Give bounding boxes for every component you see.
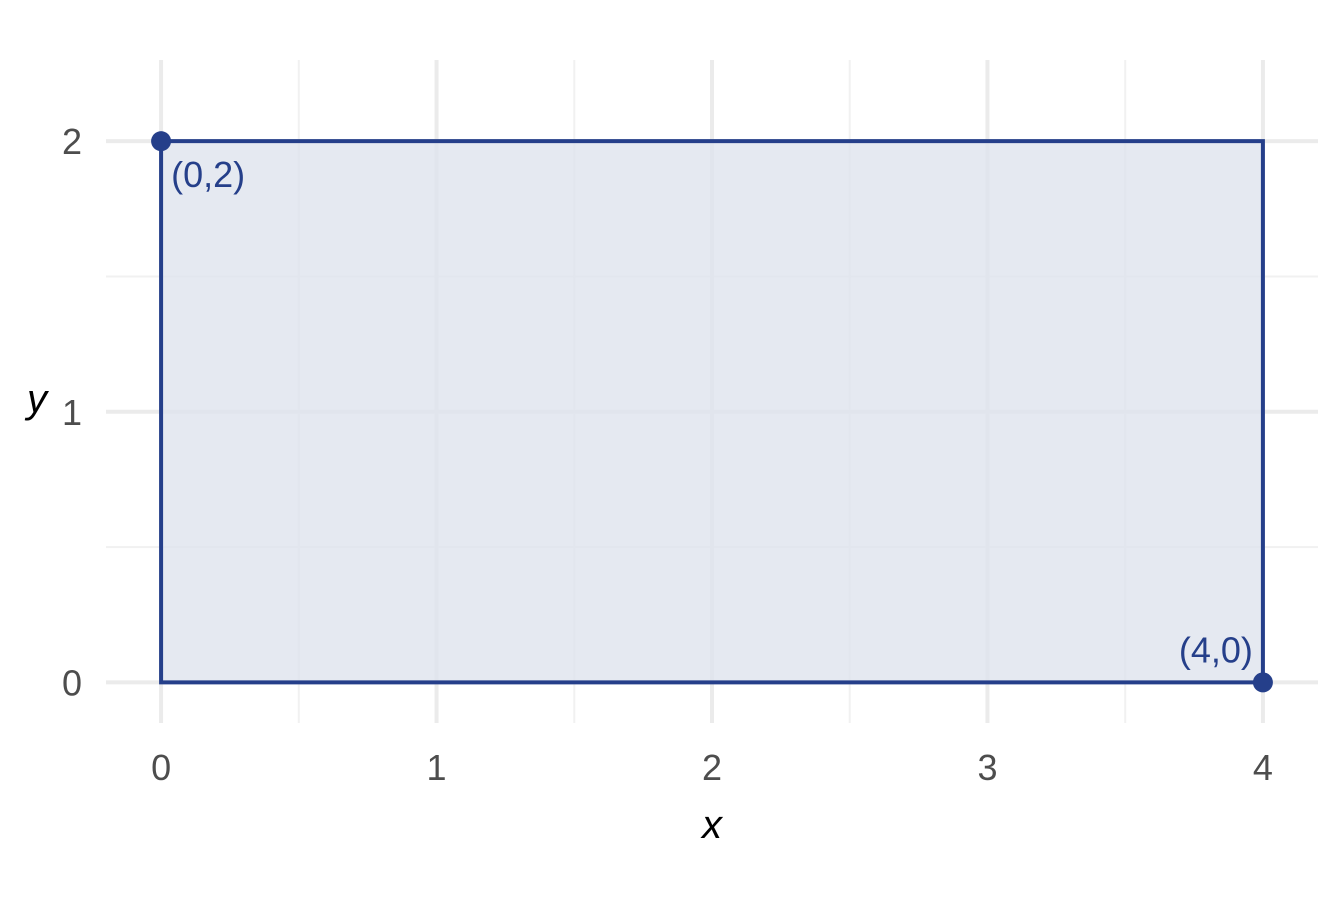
x-tick-label: 2	[702, 747, 722, 788]
data-point	[151, 131, 172, 152]
x-tick-labels: 0 1 2 3 4	[151, 747, 1273, 788]
point-label: (0,2)	[171, 154, 245, 195]
y-axis-title: y	[24, 377, 50, 421]
x-tick-label: 3	[977, 747, 997, 788]
data-point	[1252, 672, 1273, 693]
y-tick-labels: 0 1 2	[62, 121, 82, 703]
x-tick-label: 1	[427, 747, 447, 788]
point-label: (4,0)	[1179, 629, 1253, 670]
x-tick-label: 0	[151, 747, 171, 788]
x-axis-title: x	[700, 803, 724, 847]
x-tick-label: 4	[1253, 747, 1273, 788]
y-tick-label: 0	[62, 662, 82, 703]
y-tick-label: 1	[62, 392, 82, 433]
shaded-region	[159, 139, 1265, 685]
y-tick-label: 2	[62, 121, 82, 162]
points: (0,2) (4,0)	[151, 131, 1273, 693]
